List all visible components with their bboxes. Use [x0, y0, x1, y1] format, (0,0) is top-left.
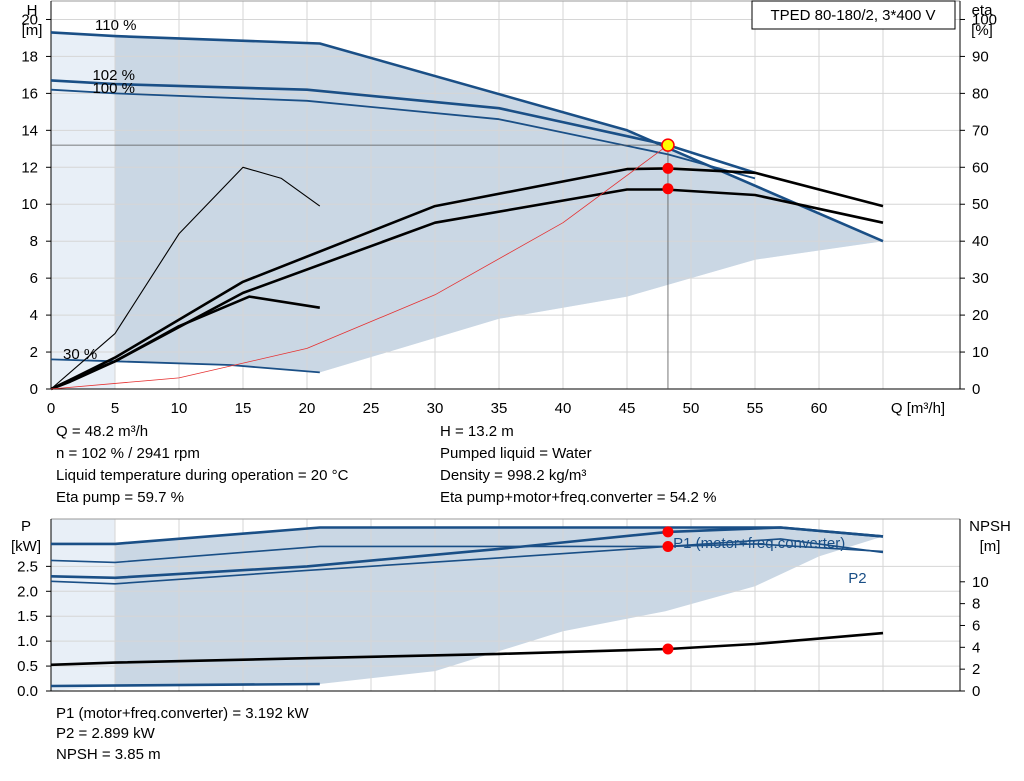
title-box: [751, 0, 956, 30]
y2-tick-label: 40: [972, 233, 989, 250]
x-tick-label: 35: [491, 400, 508, 417]
x-tick-label: 10: [171, 400, 188, 417]
info-p1: P1 (motor+freq.converter) = 3.192 kW: [56, 705, 309, 722]
y-tick-label: 2: [30, 344, 38, 361]
head-curve: [50, 88, 756, 180]
y-axis-unit: [m]: [22, 22, 43, 39]
eta-curve: [50, 166, 321, 390]
duty-point-p2: [662, 540, 674, 552]
y-tick-label: 10: [21, 196, 38, 213]
y-tick-label: 12: [21, 159, 38, 176]
x-tick-label: 5: [111, 400, 119, 417]
head-curve: [50, 358, 320, 374]
p-tick-label: 2.0: [17, 583, 38, 600]
series-label-p1: P1 (motor+freq.converter): [673, 535, 845, 552]
x-tick-label: 40: [555, 400, 572, 417]
speed-label: 30 %: [63, 346, 97, 363]
power-curve: [50, 538, 884, 564]
npsh-curve: [50, 631, 884, 667]
y2-tick-label: 20: [972, 307, 989, 324]
p-tick-label: 0.0: [17, 683, 38, 700]
x-tick-label: 45: [619, 400, 636, 417]
info-liquid: Pumped liquid = Water: [440, 445, 592, 462]
x-tick-label: 20: [299, 400, 316, 417]
x-axis-label: Q [m³/h]: [891, 400, 945, 417]
y2-tick-label: 60: [972, 159, 989, 176]
chart-title: TPED 80-180/2, 3*400 V: [770, 7, 935, 24]
system-curve: [50, 144, 669, 390]
info-h: H = 13.2 m: [440, 423, 514, 440]
power-curve: [50, 526, 884, 580]
info-density: Density = 998.2 kg/m³: [440, 467, 587, 484]
x-tick-label: 25: [363, 400, 380, 417]
y2-tick-label: 30: [972, 270, 989, 287]
npsh-tick-label: 2: [972, 661, 980, 678]
y-tick-label: 4: [30, 307, 38, 324]
npsh-tick-label: 8: [972, 596, 980, 613]
duty-point-p1: [662, 526, 674, 538]
duty-point-head: [661, 138, 675, 152]
info-q: Q = 48.2 m³/h: [56, 423, 149, 440]
head-curve: [50, 79, 756, 175]
y-tick-label: 16: [21, 85, 38, 102]
x-tick-label: 0: [47, 400, 55, 417]
npsh-tick-label: 10: [972, 574, 989, 591]
y2-tick-label: 70: [972, 122, 989, 139]
x-tick-label: 50: [683, 400, 700, 417]
info-eta-total: Eta pump+motor+freq.converter = 54.2 %: [440, 489, 717, 506]
info-npsh: NPSH = 3.85 m: [56, 746, 161, 763]
y2-tick-label: 80: [972, 85, 989, 102]
p-tick-label: 1.0: [17, 633, 38, 650]
y-tick-label: 6: [30, 270, 38, 287]
y2-tick-label: 0: [972, 381, 980, 398]
speed-label: 102 %: [92, 67, 135, 84]
info-n: n = 102 % / 2941 rpm: [56, 445, 200, 462]
duty-point-eta-total: [662, 183, 674, 195]
x-tick-label: 30: [427, 400, 444, 417]
duty-point-npsh: [662, 643, 674, 655]
info-eta-pump: Eta pump = 59.7 %: [56, 489, 184, 506]
npsh-tick-label: 6: [972, 617, 980, 634]
speed-label: 100 %: [92, 80, 135, 97]
npsh-axis-unit: [m]: [980, 538, 1001, 555]
y2-tick-label: 100: [972, 11, 997, 28]
y2-axis-unit: [%]: [971, 22, 993, 39]
p-axis-unit: [kW]: [11, 538, 41, 555]
p-tick-label: 2.5: [17, 558, 38, 575]
duty-point-eta-pump: [662, 162, 674, 174]
y2-tick-label: 90: [972, 48, 989, 65]
y-tick-label: 18: [21, 48, 38, 65]
speed-label: 110 %: [95, 17, 136, 34]
power-curve: [50, 543, 884, 585]
y-tick-label: 14: [21, 122, 38, 139]
info-p2: P2 = 2.899 kW: [56, 725, 155, 742]
x-tick-label: 55: [747, 400, 764, 417]
power-curve: [50, 682, 320, 688]
y-tick-label: 20: [21, 11, 38, 28]
x-tick-label: 15: [235, 400, 252, 417]
npsh-tick-label: 4: [972, 639, 980, 656]
y2-axis-label: eta: [972, 2, 994, 19]
p-axis-label: P: [21, 518, 31, 535]
npsh-axis-label: NPSH: [969, 518, 1011, 535]
eta-curve: [69, 295, 321, 382]
info-temp: Liquid temperature during operation = 20…: [56, 467, 349, 484]
x-tick-label: 60: [811, 400, 828, 417]
series-label-p2: P2: [848, 570, 866, 587]
p-tick-label: 1.5: [17, 608, 38, 625]
y-tick-label: 8: [30, 233, 38, 250]
y-tick-label: 0: [30, 381, 38, 398]
y-axis-label: H: [27, 2, 38, 19]
npsh-tick-label: 0: [972, 683, 980, 700]
y2-tick-label: 50: [972, 196, 989, 213]
y2-tick-label: 10: [972, 344, 989, 361]
p-tick-label: 0.5: [17, 658, 38, 675]
